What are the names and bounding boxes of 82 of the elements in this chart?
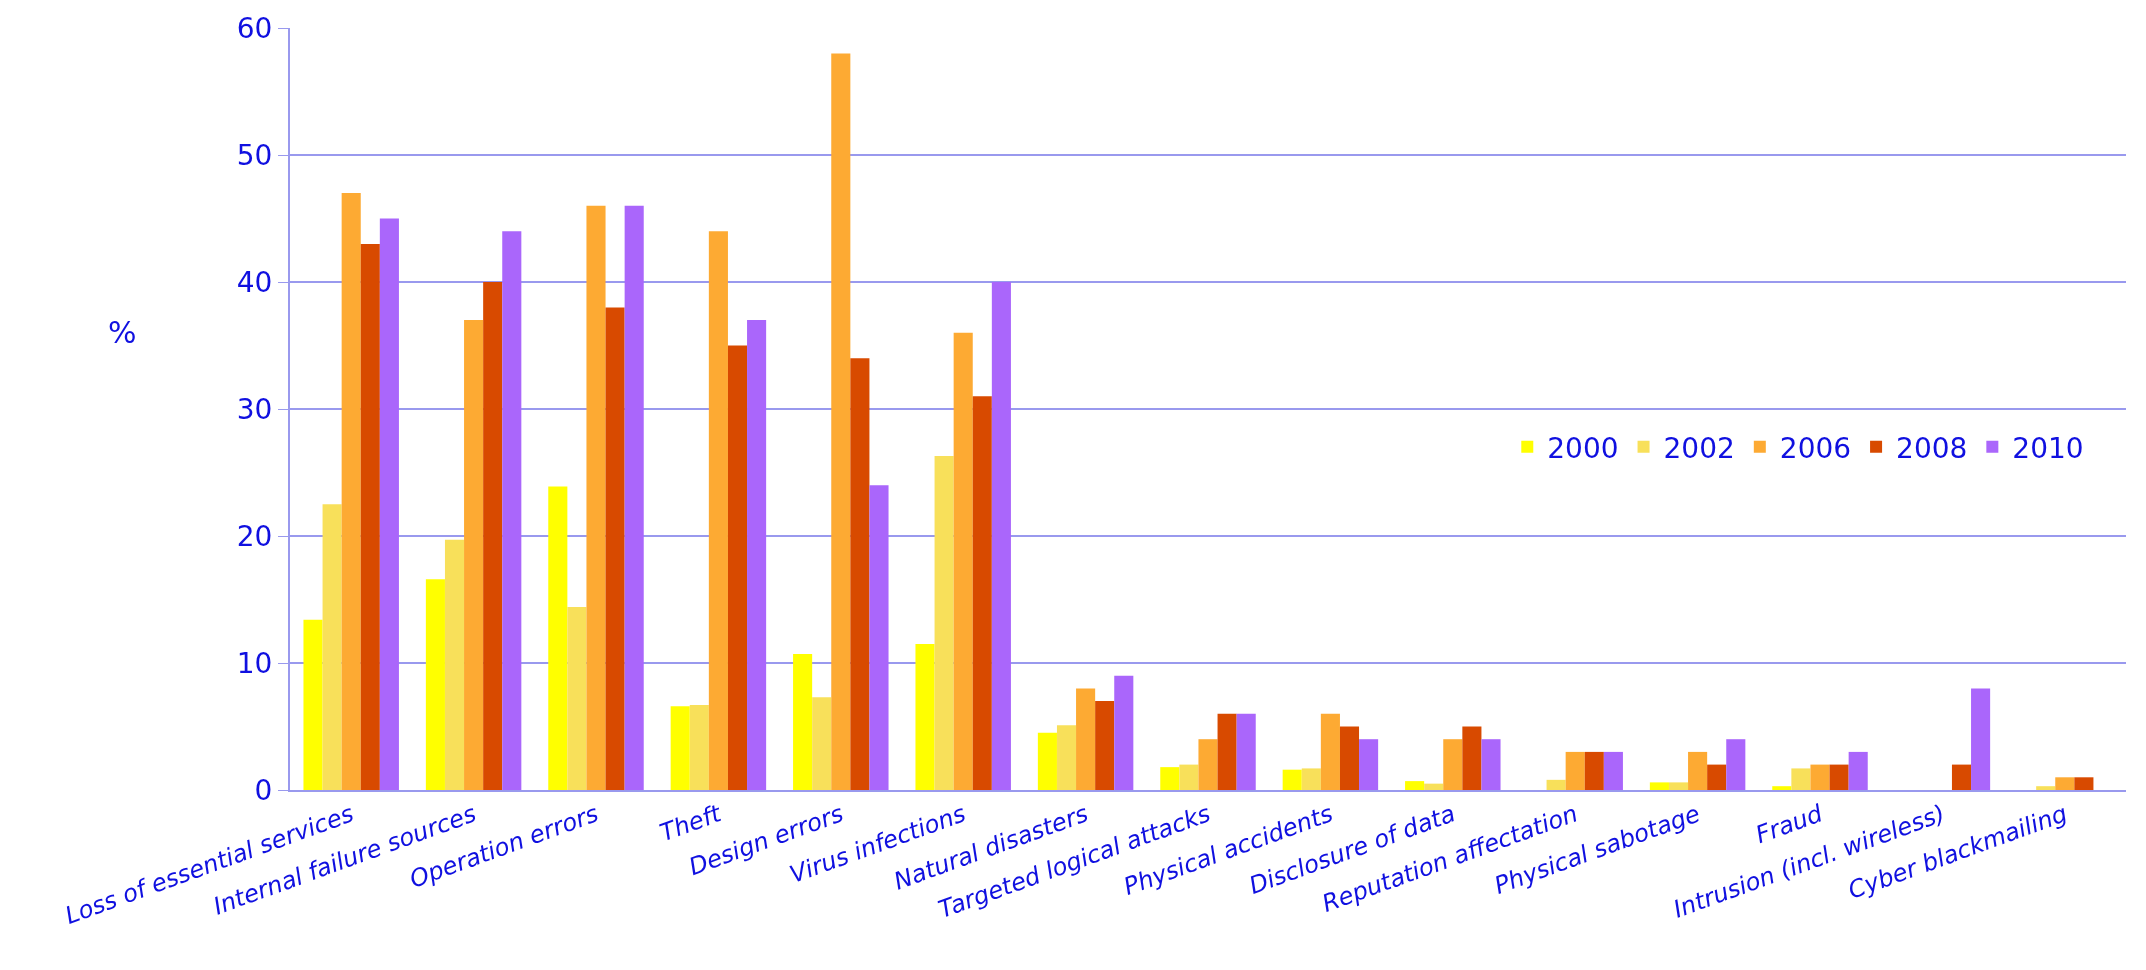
bar: [1320, 713, 1340, 790]
bar: [1198, 739, 1218, 790]
bar: [934, 455, 954, 790]
bar: [1791, 768, 1811, 790]
bar: [1707, 764, 1727, 790]
bar: [1649, 782, 1669, 790]
y-tick-label: 20: [236, 519, 273, 553]
bar: [1443, 739, 1463, 790]
bar: [1546, 779, 1566, 790]
bar: [502, 231, 522, 790]
bar: [1339, 726, 1360, 790]
bar: [322, 504, 342, 790]
y-tick-label: 50: [236, 138, 273, 172]
bar: [1160, 767, 1180, 790]
bar: [831, 53, 851, 790]
bar: [1848, 751, 1868, 790]
bar: [869, 485, 889, 790]
bar: [1217, 713, 1237, 790]
legend-label: 2002: [1663, 431, 1735, 465]
bar: [425, 579, 445, 790]
bar: [379, 218, 399, 790]
y-tick-label: 60: [236, 11, 273, 45]
bar: [1584, 751, 1604, 790]
legend-label: 2008: [1896, 431, 1968, 465]
bar: [624, 205, 644, 790]
bar: [689, 704, 709, 790]
bar: [605, 307, 625, 790]
legend-label: 2000: [1547, 431, 1619, 465]
bar: [793, 654, 813, 790]
bar: [1462, 726, 1482, 790]
bar: [991, 282, 1011, 790]
bar: [1037, 732, 1057, 790]
bar: [1481, 739, 1501, 790]
bar: [2055, 777, 2075, 790]
bar: [1565, 751, 1585, 790]
bar: [483, 282, 503, 790]
bar: [1829, 764, 1849, 790]
bar: [1688, 751, 1708, 790]
y-tick-label: 0: [254, 773, 273, 807]
bar: [1301, 768, 1321, 790]
bar: [1236, 713, 1256, 790]
bar: [727, 345, 748, 790]
bar: [953, 332, 973, 790]
bar: [444, 539, 465, 790]
bar: [1179, 764, 1199, 790]
y-tick-label: 40: [236, 265, 273, 299]
bar: [1971, 688, 1991, 790]
bar: [1726, 739, 1746, 790]
bar: [747, 320, 767, 790]
bar: [586, 205, 606, 790]
bar: [1603, 751, 1623, 790]
bar: [812, 697, 832, 790]
bar: [1114, 675, 1134, 790]
bar: [1810, 764, 1830, 790]
bar: [1772, 786, 1792, 790]
y-tick-label: 30: [236, 392, 273, 426]
bar: [1951, 764, 1972, 790]
bar: [708, 231, 728, 790]
bar: [1405, 781, 1425, 790]
bar: [1282, 769, 1302, 790]
bar: [972, 396, 992, 790]
y-tick-label: 10: [236, 646, 273, 680]
legend-label: 2006: [1779, 431, 1852, 465]
bar: [341, 193, 361, 790]
bar: [1424, 783, 1444, 790]
bar: [1056, 725, 1077, 790]
bar: [2036, 786, 2056, 790]
legend-label: 2010: [2012, 431, 2084, 465]
bar: [670, 706, 690, 790]
bar: [464, 320, 484, 790]
bar: [1668, 782, 1689, 790]
bar: [850, 358, 870, 790]
bar: [548, 486, 568, 790]
bar: [1076, 688, 1096, 790]
bar: [360, 243, 380, 790]
bar: [567, 607, 587, 790]
bar: [303, 619, 323, 790]
y-axis-title: %: [108, 315, 137, 350]
bar: [1095, 701, 1115, 790]
bar: [2074, 777, 2094, 790]
bar: [915, 643, 935, 790]
bar: [1359, 739, 1379, 790]
